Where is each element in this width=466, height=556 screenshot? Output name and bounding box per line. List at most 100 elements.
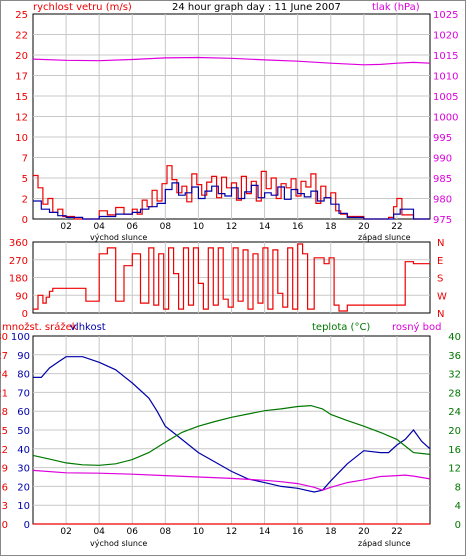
y-tick-label: 20	[17, 482, 30, 493]
y-tick-label: 32	[448, 370, 461, 381]
temperature-series	[32, 404, 431, 466]
humidity-temperature-panel: 0369121518212427300102030405060708090100…	[0, 332, 461, 537]
y-tick-label: 80	[17, 370, 30, 381]
y-tick-label: 16	[448, 445, 461, 456]
x-tick-label: 22	[391, 222, 402, 232]
y-tick-label: 0	[22, 215, 28, 226]
y-tick-label: 36	[448, 351, 461, 362]
x-tick-label: 04	[93, 527, 105, 537]
y-tick-label: 12	[448, 464, 461, 475]
y-tick-label: 10	[17, 501, 30, 512]
graph-title: 24 hour graph day : 11 June 2007	[172, 2, 341, 13]
y-tick-label: 50	[17, 426, 30, 437]
y-tick-label: 17	[15, 72, 28, 83]
y-tick-label: 180	[9, 274, 28, 285]
y-tick-label: N	[437, 238, 444, 249]
dewpoint-axis-title: rosný bod	[392, 321, 441, 333]
x-tick-label: 14	[259, 527, 271, 537]
y-tick-label: S	[437, 274, 443, 285]
y-tick-label: 980	[433, 195, 452, 206]
y-tick-label: 360	[9, 238, 28, 249]
y-tick-label: 90	[15, 291, 28, 302]
y-tick-label: 30	[17, 464, 30, 475]
y-tick-label: W	[437, 291, 447, 302]
y-tick-label: 5	[22, 174, 28, 185]
y-tick-label: 21	[0, 388, 8, 399]
y-tick-label: 30	[0, 332, 8, 343]
y-tick-label: 22	[15, 31, 28, 42]
y-tick-label: 20	[15, 51, 28, 62]
x-tick-label: 16	[292, 222, 304, 232]
y-tick-label: 70	[17, 388, 30, 399]
x-tick-label: 16	[292, 527, 304, 537]
y-tick-label: 40	[17, 445, 30, 456]
x-tick-label: 20	[358, 222, 370, 232]
y-tick-label: 24	[448, 407, 461, 418]
y-tick-label: N	[437, 309, 444, 320]
y-tick-label: 7	[22, 154, 28, 165]
y-tick-label: 990	[433, 154, 452, 165]
y-tick-label: 1020	[433, 31, 458, 42]
y-tick-label: 18	[0, 407, 8, 418]
x-tick-label: 06	[127, 527, 139, 537]
y-tick-label: 20	[448, 426, 461, 437]
x-tick-label: 14	[259, 222, 271, 232]
y-tick-label: 4	[455, 501, 461, 512]
sunset-label-bottom: západ slunce	[358, 539, 411, 548]
y-tick-label: 0	[22, 309, 28, 320]
y-tick-label: 90	[17, 351, 30, 362]
wind-axis-title: rychlost vetru (m/s)	[33, 2, 132, 13]
y-tick-label: 15	[15, 92, 28, 103]
y-tick-label: 1005	[433, 92, 458, 103]
y-tick-label: 27	[0, 351, 8, 362]
y-tick-label: 60	[17, 407, 30, 418]
sunrise-label-top: východ slunce	[90, 233, 147, 242]
sunrise-label-bottom: východ slunce	[90, 539, 147, 548]
y-tick-label: 0	[455, 520, 461, 531]
y-tick-label: 24	[0, 370, 8, 381]
y-tick-label: 3	[2, 501, 8, 512]
y-tick-label: 270	[9, 256, 28, 267]
x-tick-label: 02	[60, 222, 71, 232]
x-tick-label: 18	[325, 527, 337, 537]
y-tick-label: 28	[448, 388, 461, 399]
temperature-axis-title: teplota (°C)	[312, 322, 370, 333]
y-tick-label: 1025	[433, 10, 458, 21]
pressure-series	[32, 56, 431, 66]
y-tick-label: 12	[0, 445, 8, 456]
y-tick-label: 15	[0, 426, 8, 437]
x-tick-label: 08	[160, 527, 172, 537]
y-tick-label: 12	[15, 113, 28, 124]
y-tick-label: 1015	[433, 51, 458, 62]
x-tick-label: 10	[193, 222, 205, 232]
wind-gust-series	[33, 182, 430, 220]
y-tick-label: 25	[15, 10, 28, 21]
y-tick-label: 10	[15, 133, 28, 144]
y-tick-label: 2	[22, 195, 28, 206]
y-tick-label: 1010	[433, 72, 458, 83]
y-tick-label: 0	[24, 520, 30, 531]
wind-pressure-panel: 0257101215172022259759809859909951000100…	[15, 10, 458, 232]
x-tick-label: 20	[358, 527, 370, 537]
x-tick-label: 04	[93, 222, 105, 232]
y-tick-label: 995	[433, 133, 452, 144]
y-tick-label: 1000	[433, 113, 458, 124]
x-tick-label: 08	[160, 222, 172, 232]
x-tick-label: 22	[391, 527, 402, 537]
sunset-label-top: západ slunce	[358, 233, 411, 242]
x-tick-label: 10	[193, 527, 205, 537]
y-tick-label: E	[437, 256, 443, 267]
y-tick-label: 985	[433, 174, 452, 185]
dewpoint-series	[32, 469, 431, 491]
pressure-axis-title: tlak (hPa)	[372, 2, 420, 13]
y-tick-label: 8	[455, 482, 461, 493]
y-tick-label: 40	[448, 332, 461, 343]
y-tick-label: 100	[11, 332, 30, 343]
wind-direction-series	[33, 243, 430, 312]
x-tick-label: 18	[325, 222, 337, 232]
humidity-axis-title: vlhkost	[70, 322, 106, 333]
y-tick-label: 0	[2, 520, 8, 531]
y-tick-label: 975	[433, 215, 452, 226]
y-tick-label: 6	[2, 482, 8, 493]
